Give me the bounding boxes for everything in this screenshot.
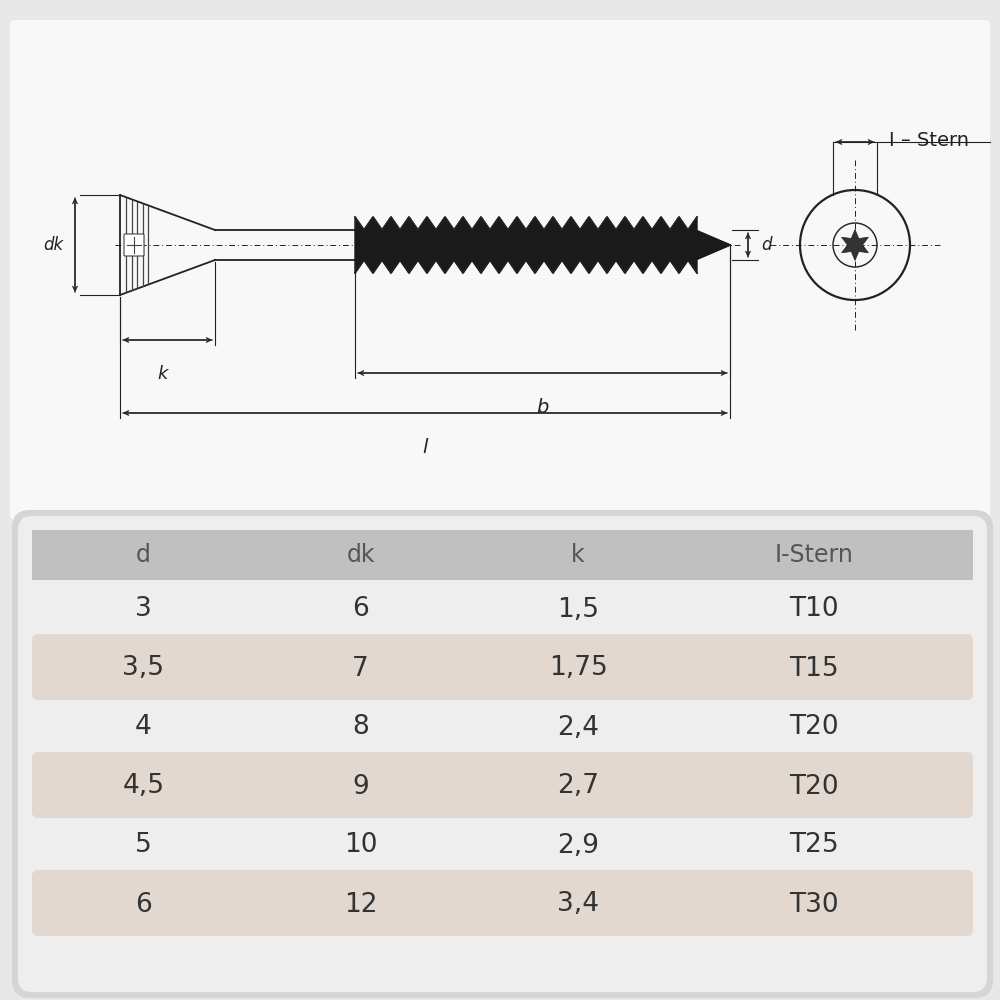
Text: 3,5: 3,5	[122, 656, 164, 682]
FancyBboxPatch shape	[124, 234, 144, 256]
Text: b: b	[536, 398, 549, 417]
Text: 12: 12	[344, 892, 377, 918]
Text: 5: 5	[135, 832, 152, 858]
Text: 6: 6	[135, 892, 152, 918]
Text: T30: T30	[790, 892, 839, 918]
FancyBboxPatch shape	[32, 870, 973, 936]
Text: T10: T10	[790, 596, 839, 622]
Text: I – Stern: I – Stern	[889, 131, 969, 150]
Text: dk: dk	[43, 236, 63, 254]
Text: 9: 9	[352, 774, 369, 800]
Text: k: k	[157, 365, 168, 383]
FancyBboxPatch shape	[32, 752, 973, 818]
FancyBboxPatch shape	[10, 20, 990, 520]
Text: d: d	[761, 236, 771, 254]
Text: 2,7: 2,7	[557, 774, 599, 800]
Polygon shape	[842, 230, 868, 260]
Text: 3,4: 3,4	[557, 892, 599, 918]
Text: 4,5: 4,5	[122, 774, 164, 800]
Text: 6: 6	[352, 596, 369, 622]
Text: I-Stern: I-Stern	[775, 543, 854, 567]
Polygon shape	[695, 230, 730, 260]
Text: k: k	[571, 543, 585, 567]
FancyBboxPatch shape	[32, 530, 973, 580]
Text: 1,5: 1,5	[557, 596, 599, 622]
Text: T15: T15	[790, 656, 839, 682]
Text: T20: T20	[790, 714, 839, 740]
Text: 2,4: 2,4	[557, 714, 599, 740]
Text: 8: 8	[352, 714, 369, 740]
FancyBboxPatch shape	[32, 634, 973, 700]
Text: 10: 10	[344, 832, 377, 858]
Text: 3: 3	[135, 596, 152, 622]
Text: dk: dk	[346, 543, 375, 567]
FancyBboxPatch shape	[18, 516, 987, 992]
Text: d: d	[136, 543, 151, 567]
Text: 2,9: 2,9	[557, 832, 599, 858]
Text: T25: T25	[790, 832, 839, 858]
Text: T20: T20	[790, 774, 839, 800]
Polygon shape	[355, 217, 697, 273]
Text: 4: 4	[135, 714, 152, 740]
Text: l: l	[422, 438, 428, 457]
FancyBboxPatch shape	[12, 510, 993, 998]
Text: 7: 7	[352, 656, 369, 682]
Text: 1,75: 1,75	[549, 656, 607, 682]
